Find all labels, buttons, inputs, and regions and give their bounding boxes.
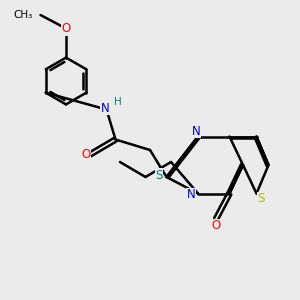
Text: N: N	[187, 188, 196, 202]
Text: H: H	[114, 97, 122, 107]
Text: CH₃: CH₃	[14, 10, 33, 20]
Text: S: S	[257, 192, 265, 206]
Text: N: N	[100, 101, 109, 115]
Text: O: O	[61, 22, 70, 35]
Text: S: S	[155, 169, 163, 182]
Text: N: N	[192, 124, 201, 138]
Text: O: O	[81, 148, 90, 161]
Text: O: O	[212, 219, 220, 232]
